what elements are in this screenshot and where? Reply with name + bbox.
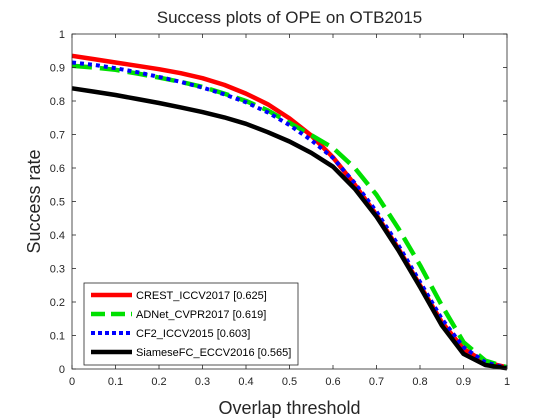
y-tick-label: 0.2 bbox=[50, 297, 65, 309]
y-tick-label: 0.1 bbox=[50, 331, 65, 343]
y-tick-label: 0.3 bbox=[50, 264, 65, 276]
x-tick-label: 0.6 bbox=[325, 376, 340, 388]
ticks-layer: 0 0.1 0.2 0.3 0.4 0.5 0.6 0.7 0.8 0.9 1 0 0.1 0.2 0.3 0… bbox=[50, 29, 510, 388]
y-tick-label: 0 bbox=[59, 364, 65, 376]
x-tick-label: 0.5 bbox=[282, 376, 297, 388]
series-line-3 bbox=[71, 60, 508, 370]
y-tick-label: 0.8 bbox=[50, 96, 65, 108]
x-tick-label: 1 bbox=[504, 376, 510, 388]
y-tick-label: 0.5 bbox=[50, 197, 65, 209]
y-tick-label: 1 bbox=[59, 29, 65, 41]
chart-title: Success plots of OPE on OTB2015 bbox=[157, 8, 423, 27]
x-tick-label: 0.2 bbox=[151, 376, 166, 388]
legend-label-2: ADNet_CVPR2017 [0.619] bbox=[136, 309, 266, 321]
x-tick-label: 0.4 bbox=[238, 376, 253, 388]
x-tick-label: 0.7 bbox=[369, 376, 384, 388]
legend-label-1: CREST_ICCV2017 [0.625] bbox=[136, 290, 267, 302]
series-line-4 bbox=[71, 86, 508, 371]
x-tick-label: 0.9 bbox=[456, 376, 471, 388]
y-axis-label: Success rate bbox=[24, 149, 44, 253]
x-tick-label: 0 bbox=[69, 376, 75, 388]
x-tick-label: 0.3 bbox=[195, 376, 210, 388]
x-tick-label: 0.1 bbox=[108, 376, 123, 388]
legend: CREST_ICCV2017 [0.625] ADNet_CVPR2017 [0.… bbox=[83, 282, 299, 366]
y-tick-label: 0.6 bbox=[50, 163, 65, 175]
x-tick-label: 0.8 bbox=[412, 376, 427, 388]
legend-label-4: SiameseFC_ECCV2016 [0.565] bbox=[136, 347, 291, 359]
legend-label-3: CF2_ICCV2015 [0.603] bbox=[136, 328, 250, 340]
x-axis-label: Overlap threshold bbox=[218, 398, 360, 418]
series-layer bbox=[71, 53, 508, 371]
y-tick-label: 0.7 bbox=[50, 130, 65, 142]
y-tick-label: 0.9 bbox=[50, 63, 65, 75]
y-tick-label: 0.4 bbox=[50, 230, 65, 242]
